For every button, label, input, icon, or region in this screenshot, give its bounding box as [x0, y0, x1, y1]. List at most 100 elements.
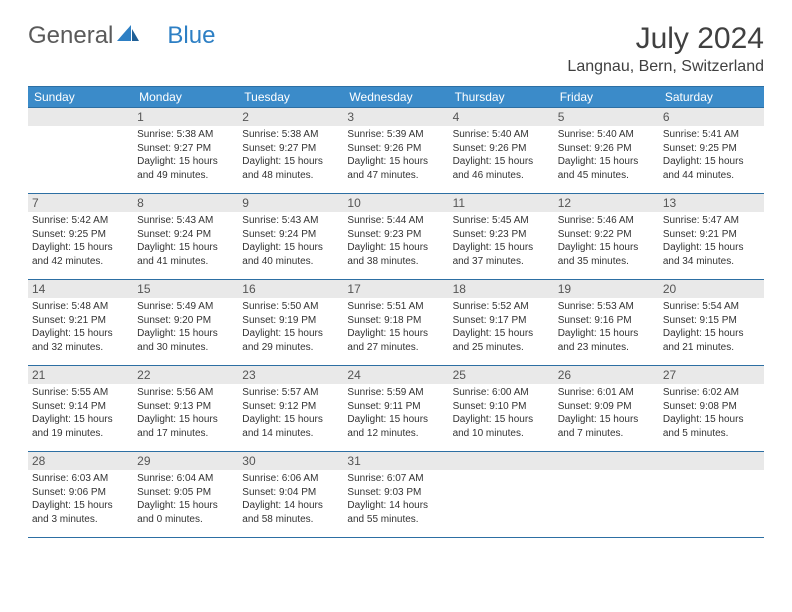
calendar-day-cell: 9 Sunrise: 5:43 AMSunset: 9:24 PMDaylight…: [238, 194, 343, 280]
day-details: Sunrise: 6:06 AMSunset: 9:04 PMDaylight:…: [242, 472, 339, 526]
day-number: 31: [343, 452, 448, 470]
day-sunrise: Sunrise: 5:47 AM: [663, 214, 760, 228]
day-number: 15: [133, 280, 238, 298]
day-sunset: Sunset: 9:09 PM: [558, 400, 655, 414]
calendar-day-cell: 20Sunrise: 5:54 AMSunset: 9:15 PMDayligh…: [659, 280, 764, 366]
day-daylight: Daylight: 15 hours and 5 minutes.: [663, 413, 760, 440]
day-sunset: Sunset: 9:19 PM: [242, 314, 339, 328]
calendar-day-cell: [28, 108, 133, 194]
day-daylight: Daylight: 15 hours and 42 minutes.: [32, 241, 129, 268]
day-sunset: Sunset: 9:11 PM: [347, 400, 444, 414]
calendar-day-cell: 16 Sunrise: 5:50 AMSunset: 9:19 PMDayligh…: [238, 280, 343, 366]
day-number: 11: [449, 194, 554, 212]
day-number: 14: [28, 280, 133, 298]
day-daylight: Daylight: 15 hours and 17 minutes.: [137, 413, 234, 440]
calendar-day-cell: 19Sunrise: 5:53 AMSunset: 9:16 PMDayligh…: [554, 280, 659, 366]
day-sunset: Sunset: 9:26 PM: [347, 142, 444, 156]
day-details: Sunrise: 5:44 AMSunset: 9:23 PMDaylight:…: [347, 214, 444, 268]
day-sunrise: Sunrise: 6:01 AM: [558, 386, 655, 400]
title-block: July 2024 Langnau, Bern, Switzerland: [567, 22, 764, 82]
day-number: 22: [133, 366, 238, 384]
day-number: 16: [238, 280, 343, 298]
day-details: Sunrise: 5:38 AMSunset: 9:27 PMDaylight:…: [242, 128, 339, 182]
day-number: 30: [238, 452, 343, 470]
calendar-week-row: 1Sunrise: 5:38 AMSunset: 9:27 PMDaylight…: [28, 108, 764, 194]
day-sunset: Sunset: 9:15 PM: [663, 314, 760, 328]
day-details: Sunrise: 6:00 AMSunset: 9:10 PMDaylight:…: [453, 386, 550, 440]
day-sunrise: Sunrise: 6:07 AM: [347, 472, 444, 486]
day-daylight: Daylight: 15 hours and 46 minutes.: [453, 155, 550, 182]
brand-part2: Blue: [167, 22, 215, 50]
day-sunset: Sunset: 9:08 PM: [663, 400, 760, 414]
day-daylight: Daylight: 15 hours and 14 minutes.: [242, 413, 339, 440]
day-daylight: Daylight: 15 hours and 38 minutes.: [347, 241, 444, 268]
day-number: [659, 452, 764, 470]
day-daylight: Daylight: 15 hours and 41 minutes.: [137, 241, 234, 268]
day-daylight: Daylight: 15 hours and 0 minutes.: [137, 499, 234, 526]
calendar-day-cell: 2Sunrise: 5:38 AMSunset: 9:27 PMDaylight…: [238, 108, 343, 194]
day-details: Sunrise: 5:53 AMSunset: 9:16 PMDaylight:…: [558, 300, 655, 354]
day-sunset: Sunset: 9:06 PM: [32, 486, 129, 500]
calendar-week-row: 21Sunrise: 5:55 AMSunset: 9:14 PMDayligh…: [28, 366, 764, 452]
day-sunrise: Sunrise: 5:39 AM: [347, 128, 444, 142]
day-number: 25: [449, 366, 554, 384]
day-number: 29: [133, 452, 238, 470]
day-daylight: Daylight: 15 hours and 25 minutes.: [453, 327, 550, 354]
day-number: 21: [28, 366, 133, 384]
calendar-day-cell: 13Sunrise: 5:47 AMSunset: 9:21 PMDayligh…: [659, 194, 764, 280]
calendar-day-cell: [554, 452, 659, 538]
calendar-day-cell: 14Sunrise: 5:48 AMSunset: 9:21 PMDayligh…: [28, 280, 133, 366]
day-sunset: Sunset: 9:22 PM: [558, 228, 655, 242]
day-sunset: Sunset: 9:03 PM: [347, 486, 444, 500]
calendar-day-cell: 29Sunrise: 6:04 AMSunset: 9:05 PMDayligh…: [133, 452, 238, 538]
brand-logo: General Blue: [28, 22, 215, 50]
day-number: 10: [343, 194, 448, 212]
day-daylight: Daylight: 15 hours and 23 minutes.: [558, 327, 655, 354]
calendar-day-cell: 10 Sunrise: 5:44 AMSunset: 9:23 PMDayligh…: [343, 194, 448, 280]
day-sunrise: Sunrise: 5:59 AM: [347, 386, 444, 400]
page-header: General Blue July 2024 Langnau, Bern, Sw…: [28, 22, 764, 82]
calendar-day-cell: 22 Sunrise: 5:56 AMSunset: 9:13 PMDayligh…: [133, 366, 238, 452]
day-sunset: Sunset: 9:16 PM: [558, 314, 655, 328]
day-number: 24: [343, 366, 448, 384]
day-sunset: Sunset: 9:25 PM: [663, 142, 760, 156]
day-number: 8: [133, 194, 238, 212]
calendar-day-cell: 1Sunrise: 5:38 AMSunset: 9:27 PMDaylight…: [133, 108, 238, 194]
day-sunset: Sunset: 9:23 PM: [347, 228, 444, 242]
day-daylight: Daylight: 15 hours and 21 minutes.: [663, 327, 760, 354]
day-sunset: Sunset: 9:14 PM: [32, 400, 129, 414]
calendar-day-cell: 4Sunrise: 5:40 AMSunset: 9:26 PMDaylight…: [449, 108, 554, 194]
calendar-day-cell: [659, 452, 764, 538]
calendar-day-cell: 21Sunrise: 5:55 AMSunset: 9:14 PMDayligh…: [28, 366, 133, 452]
calendar-day-cell: 31 Sunrise: 6:07 AMSunset: 9:03 PMDayligh…: [343, 452, 448, 538]
day-number: 6: [659, 108, 764, 126]
day-details: Sunrise: 6:07 AMSunset: 9:03 PMDaylight:…: [347, 472, 444, 526]
day-details: Sunrise: 5:56 AMSunset: 9:13 PMDaylight:…: [137, 386, 234, 440]
calendar-day-cell: 24Sunrise: 5:59 AMSunset: 9:11 PMDayligh…: [343, 366, 448, 452]
day-details: Sunrise: 5:51 AMSunset: 9:18 PMDaylight:…: [347, 300, 444, 354]
day-daylight: Daylight: 15 hours and 47 minutes.: [347, 155, 444, 182]
day-daylight: Daylight: 15 hours and 48 minutes.: [242, 155, 339, 182]
day-number: 23: [238, 366, 343, 384]
day-daylight: Daylight: 15 hours and 3 minutes.: [32, 499, 129, 526]
logo-sail-icon: [117, 22, 139, 50]
day-number: 27: [659, 366, 764, 384]
day-details: Sunrise: 5:39 AMSunset: 9:26 PMDaylight:…: [347, 128, 444, 182]
day-daylight: Daylight: 15 hours and 10 minutes.: [453, 413, 550, 440]
day-sunset: Sunset: 9:20 PM: [137, 314, 234, 328]
day-number: 9: [238, 194, 343, 212]
day-number: 1: [133, 108, 238, 126]
day-number: 12: [554, 194, 659, 212]
day-sunset: Sunset: 9:17 PM: [453, 314, 550, 328]
day-number: 26: [554, 366, 659, 384]
day-number: 20: [659, 280, 764, 298]
day-sunrise: Sunrise: 5:46 AM: [558, 214, 655, 228]
day-details: Sunrise: 5:50 AMSunset: 9:19 PMDaylight:…: [242, 300, 339, 354]
day-daylight: Daylight: 14 hours and 55 minutes.: [347, 499, 444, 526]
day-daylight: Daylight: 15 hours and 35 minutes.: [558, 241, 655, 268]
calendar-day-cell: 8Sunrise: 5:43 AMSunset: 9:24 PMDaylight…: [133, 194, 238, 280]
day-daylight: Daylight: 15 hours and 37 minutes.: [453, 241, 550, 268]
day-number: [28, 108, 133, 126]
weekday-header: Thursday: [449, 87, 554, 108]
day-details: Sunrise: 5:43 AMSunset: 9:24 PMDaylight:…: [242, 214, 339, 268]
